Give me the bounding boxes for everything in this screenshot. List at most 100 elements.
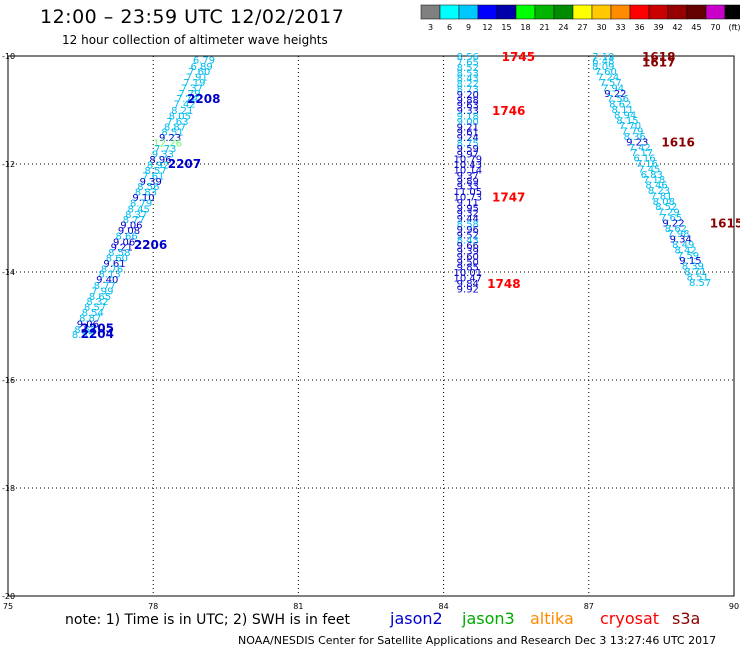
wave-height-label: 9.44 [457, 214, 479, 225]
colorbar-label: 6 [447, 23, 452, 32]
wave-height-label: 8.73 [457, 84, 479, 95]
note-text: note: 1) Time is in UTC; 2) SWH is in fe… [65, 612, 351, 628]
wave-height-label: 8.92 [147, 161, 169, 172]
wave-height-label: 9.23 [159, 133, 181, 144]
y-tick-label: -18 [2, 484, 15, 493]
time-label: 2208 [187, 92, 220, 106]
wave-height-label: 8.57 [144, 166, 166, 177]
wave-height-label: 9.61 [457, 128, 479, 139]
wave-height-label: 7.60 [188, 67, 210, 78]
wave-height-label: 9.00 [457, 117, 479, 128]
wave-height-label: 10.14 [453, 165, 482, 176]
wave-height-label: 8.57 [689, 278, 711, 289]
wave-height-label: 8.36 [624, 132, 646, 143]
wave-height-label: 8.87 [164, 122, 186, 133]
wave-height-label: 11.05 [453, 187, 482, 198]
wave-height-label: 8.21 [171, 106, 193, 117]
footer-credit: NOAA/NESDIS Center for Satellite Applica… [238, 634, 717, 647]
legend-cryosat: cryosat [600, 609, 660, 628]
wave-height-label: 9.22 [662, 218, 684, 229]
colorbar-swatch [572, 4, 593, 20]
wave-height-label: 7.79 [178, 89, 200, 100]
wave-height-label: 6.89 [190, 62, 212, 73]
colorbar-swatch [629, 4, 650, 20]
wave-height-label: 8.87 [79, 313, 101, 324]
wave-height-label: 7.81 [650, 191, 672, 202]
wave-height-label: 9.50 [457, 257, 479, 268]
wave-height-label: 8.56 [137, 182, 159, 193]
wave-height-label: 7.42 [628, 143, 650, 154]
colorbar-label: 30 [596, 23, 606, 32]
chart-title: 12:00 – 23:59 UTC 12/02/2017 [40, 6, 345, 28]
colorbar-label: 3 [428, 23, 433, 32]
wave-height-label: 9.63 [457, 101, 479, 112]
colorbar-label: 42 [672, 23, 682, 32]
wave-height-label: 8.32 [86, 297, 108, 308]
wave-height-label: 7.19 [183, 78, 205, 89]
colorbar-swatch [610, 4, 631, 20]
wave-height-label: 6.16 [633, 154, 655, 165]
wave-height-label: 6.79 [193, 55, 215, 66]
wave-height-label: 9.21 [457, 122, 479, 133]
colorbar-swatch [420, 4, 441, 20]
wave-height-label: 7.59 [677, 251, 699, 262]
wave-height-label: 9.66 [457, 241, 479, 252]
wave-height-label: 8.42 [674, 245, 696, 256]
time-label: 1747 [492, 190, 525, 204]
wave-height-label: 10.73 [453, 192, 482, 203]
wave-height-label: 8.83 [135, 188, 157, 199]
colorbar-label: 45 [691, 23, 701, 32]
wave-height-label: 9.06 [77, 319, 99, 330]
time-label: 2206 [134, 238, 167, 252]
wave-height-label: 9.96 [457, 225, 479, 236]
wave-height-label: 8.09 [592, 62, 614, 73]
y-tick-label: -14 [2, 268, 15, 277]
colorbar-label: 24 [558, 23, 568, 32]
wave-height-label: 8.39 [682, 262, 704, 273]
colorbar-label: 9 [466, 23, 471, 32]
wave-height-label: 8.43 [457, 236, 479, 247]
wave-height-label: 9.52 [457, 230, 479, 241]
wave-height-label: 8.43 [457, 74, 479, 85]
wave-height-label: 9.33 [457, 106, 479, 117]
y-tick-label: -20 [2, 592, 15, 601]
wave-height-label: 8.55 [72, 330, 94, 341]
wave-height-label: 9.15 [679, 256, 701, 267]
wave-height-label: 7.74 [176, 94, 198, 105]
wave-height-label: 8.53 [457, 68, 479, 79]
wave-height-label: 9.06 [113, 237, 135, 248]
time-label: 1615 [710, 216, 740, 230]
wave-height-label: 8.66 [115, 231, 137, 242]
colorbar-swatch [477, 4, 498, 20]
wave-height-label: 9.95 [457, 203, 479, 214]
colorbar-swatch [534, 4, 555, 20]
colorbar-label: 36 [634, 23, 644, 32]
legend-jason3: jason3 [462, 609, 515, 628]
colorbar-swatch [458, 4, 479, 20]
plot-frame [7, 55, 735, 597]
wave-height-label: 8.56 [457, 52, 479, 63]
wave-height-label: 6.48 [592, 56, 614, 67]
wave-height-label: 7.17 [631, 148, 653, 159]
x-tick-label: 87 [584, 602, 594, 611]
wave-height-label: 8.52 [655, 202, 677, 213]
x-tick-label: 90 [729, 602, 739, 611]
wave-height-label: 7.16 [636, 159, 658, 170]
wave-height-label: 10.47 [453, 273, 482, 284]
colorbar-swatch [439, 4, 460, 20]
wave-height-label: 10.01 [453, 268, 482, 279]
wave-height-label: 7.56 [607, 94, 629, 105]
wave-height-label: 8.49 [672, 240, 694, 251]
wave-height-label: 8.51 [687, 272, 709, 283]
colorbar-swatch [515, 4, 536, 20]
colorbar-swatch [553, 4, 574, 20]
time-label: 2204 [81, 327, 114, 341]
wave-height-label: 9.37 [457, 171, 479, 182]
wave-height-label: 9.11 [457, 198, 479, 209]
wave-height-label: 8.13 [99, 270, 121, 281]
wave-height-label: 9.08 [118, 226, 140, 237]
wave-height-label: 9.92 [457, 284, 479, 295]
wave-height-label: 8.77 [94, 281, 116, 292]
wave-height-label: 9.10 [132, 193, 154, 204]
wave-height-label: 9.22 [604, 89, 626, 100]
